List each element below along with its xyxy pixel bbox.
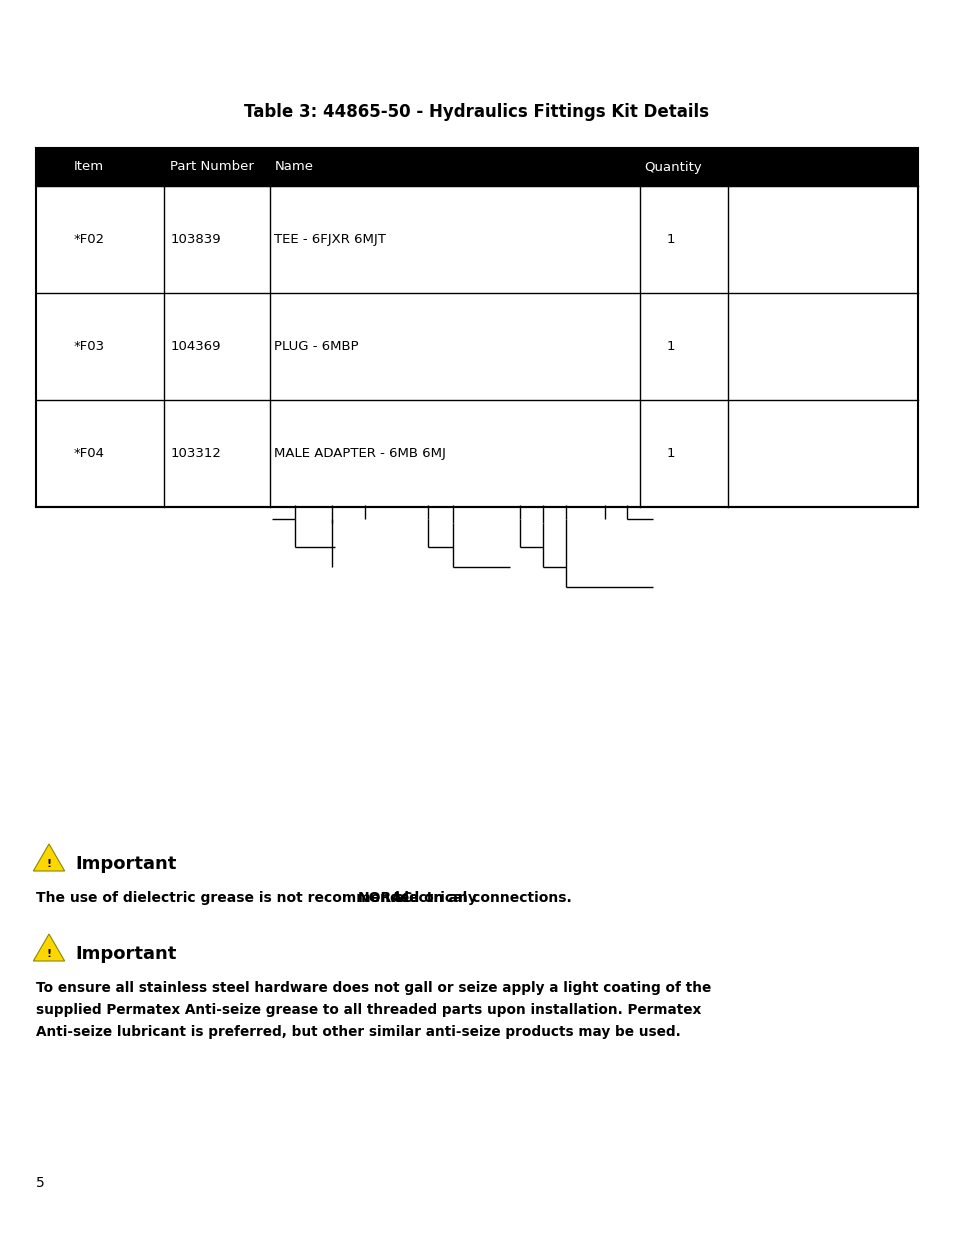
Text: !: !: [47, 948, 51, 958]
Text: 104369: 104369: [170, 340, 220, 353]
Text: electrical connections.: electrical connections.: [390, 890, 572, 905]
Text: 1: 1: [666, 340, 675, 353]
Text: 5: 5: [36, 1176, 45, 1191]
Polygon shape: [33, 844, 65, 871]
Text: Part Number: Part Number: [170, 161, 253, 173]
Text: !: !: [47, 858, 51, 868]
Text: TEE - 6FJXR 6MJT: TEE - 6FJXR 6MJT: [274, 233, 386, 246]
Text: Anti-seize lubricant is preferred, but other similar anti-seize products may be : Anti-seize lubricant is preferred, but o…: [36, 1025, 680, 1039]
Text: *F03: *F03: [73, 340, 104, 353]
Text: MALE ADAPTER - 6MB 6MJ: MALE ADAPTER - 6MB 6MJ: [274, 447, 446, 459]
Bar: [36, 186, 917, 293]
Text: 1: 1: [666, 447, 675, 459]
Text: Table 3: 44865-50 - Hydraulics Fittings Kit Details: Table 3: 44865-50 - Hydraulics Fittings …: [244, 103, 709, 121]
Text: Quantity: Quantity: [644, 161, 701, 173]
Bar: [36, 148, 917, 186]
Text: *F04: *F04: [73, 447, 104, 459]
Text: Name: Name: [274, 161, 313, 173]
Text: Item: Item: [73, 161, 103, 173]
Text: To ensure all stainless steel hardware does not gall or seize apply a light coat: To ensure all stainless steel hardware d…: [36, 981, 711, 995]
Text: The use of dielectric grease is not recommended on any: The use of dielectric grease is not reco…: [36, 890, 481, 905]
Text: PLUG - 6MBP: PLUG - 6MBP: [274, 340, 358, 353]
Text: 103839: 103839: [170, 233, 221, 246]
Text: 103312: 103312: [170, 447, 221, 459]
Text: supplied Permatex Anti-seize grease to all threaded parts upon installation. Per: supplied Permatex Anti-seize grease to a…: [36, 1003, 700, 1016]
Text: Important: Important: [75, 945, 176, 963]
Bar: [36, 148, 917, 508]
Bar: [36, 293, 917, 400]
Text: Important: Important: [75, 855, 176, 873]
Text: 1: 1: [666, 233, 675, 246]
Bar: [36, 400, 917, 508]
Text: NORAC: NORAC: [357, 890, 413, 905]
Text: *F02: *F02: [73, 233, 104, 246]
Polygon shape: [33, 934, 65, 961]
